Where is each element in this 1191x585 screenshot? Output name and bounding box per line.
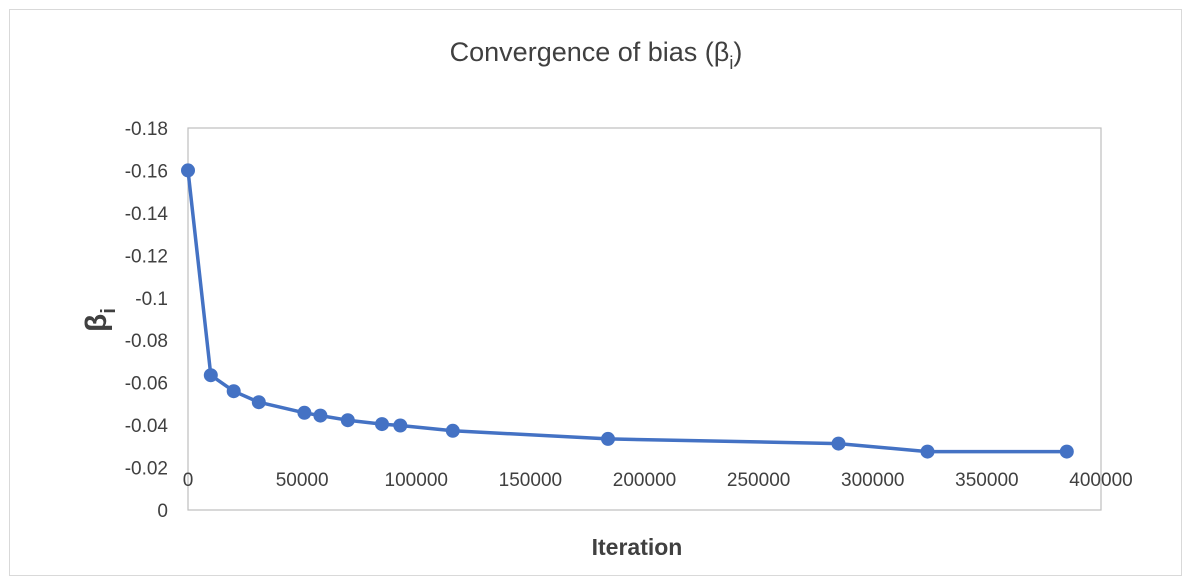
x-tick-label: 250000 xyxy=(727,470,790,491)
y-axis-title: βi xyxy=(80,308,120,332)
x-tick-label: 50000 xyxy=(276,470,329,491)
y-tick-label: -0.18 xyxy=(125,119,168,140)
y-tick-label: -0.02 xyxy=(125,459,168,480)
x-axis-tick-labels: 0 50000 100000 150000 200000 250000 300000 3500… xyxy=(183,470,1133,491)
chart-title-main: Convergence of bias (β xyxy=(450,37,730,67)
data-point xyxy=(181,163,195,178)
data-point xyxy=(226,384,241,399)
chart-title: Convergence of bias (βi) xyxy=(450,37,743,73)
y-tick-label: -0.1 xyxy=(135,289,168,310)
data-point xyxy=(445,423,460,438)
y-axis-title-subscript: i xyxy=(98,308,120,314)
y-tick-label: -0.12 xyxy=(125,246,168,267)
x-tick-label: 100000 xyxy=(385,470,448,491)
chart-title-subscript: i xyxy=(729,53,733,73)
data-point xyxy=(203,368,218,383)
data-point xyxy=(831,436,846,451)
x-tick-label: 300000 xyxy=(841,470,904,491)
data-point xyxy=(601,431,615,446)
chart-title-suffix: ) xyxy=(733,37,742,67)
data-point xyxy=(340,413,355,428)
plot-area xyxy=(187,127,1102,511)
y-tick-label: -0.16 xyxy=(125,161,168,182)
x-tick-label: 350000 xyxy=(955,470,1018,491)
chart-frame xyxy=(9,9,1182,576)
y-axis-title-main: β xyxy=(80,314,113,332)
data-point xyxy=(1059,444,1074,459)
x-tick-label: 400000 xyxy=(1069,470,1132,491)
y-tick-label: -0.08 xyxy=(125,331,168,352)
data-point xyxy=(375,417,389,432)
data-point xyxy=(297,405,312,420)
y-tick-label: -0.04 xyxy=(125,416,169,437)
y-tick-label: 0 xyxy=(157,501,168,522)
data-point xyxy=(393,418,408,433)
series-group xyxy=(181,163,1074,459)
data-point xyxy=(920,444,935,459)
x-tick-label: 200000 xyxy=(613,470,676,491)
x-axis-title: Iteration xyxy=(592,534,683,560)
x-tick-label: 150000 xyxy=(499,470,562,491)
data-point xyxy=(251,395,266,410)
y-axis-tick-labels: -0.18 -0.16 -0.14 -0.12 -0.1 -0.08 -0.06 -0.04 -… xyxy=(125,119,169,522)
data-point xyxy=(313,408,328,423)
y-tick-label: -0.14 xyxy=(125,204,169,225)
x-tick-label: 0 xyxy=(183,470,194,491)
y-tick-label: -0.06 xyxy=(125,374,168,395)
